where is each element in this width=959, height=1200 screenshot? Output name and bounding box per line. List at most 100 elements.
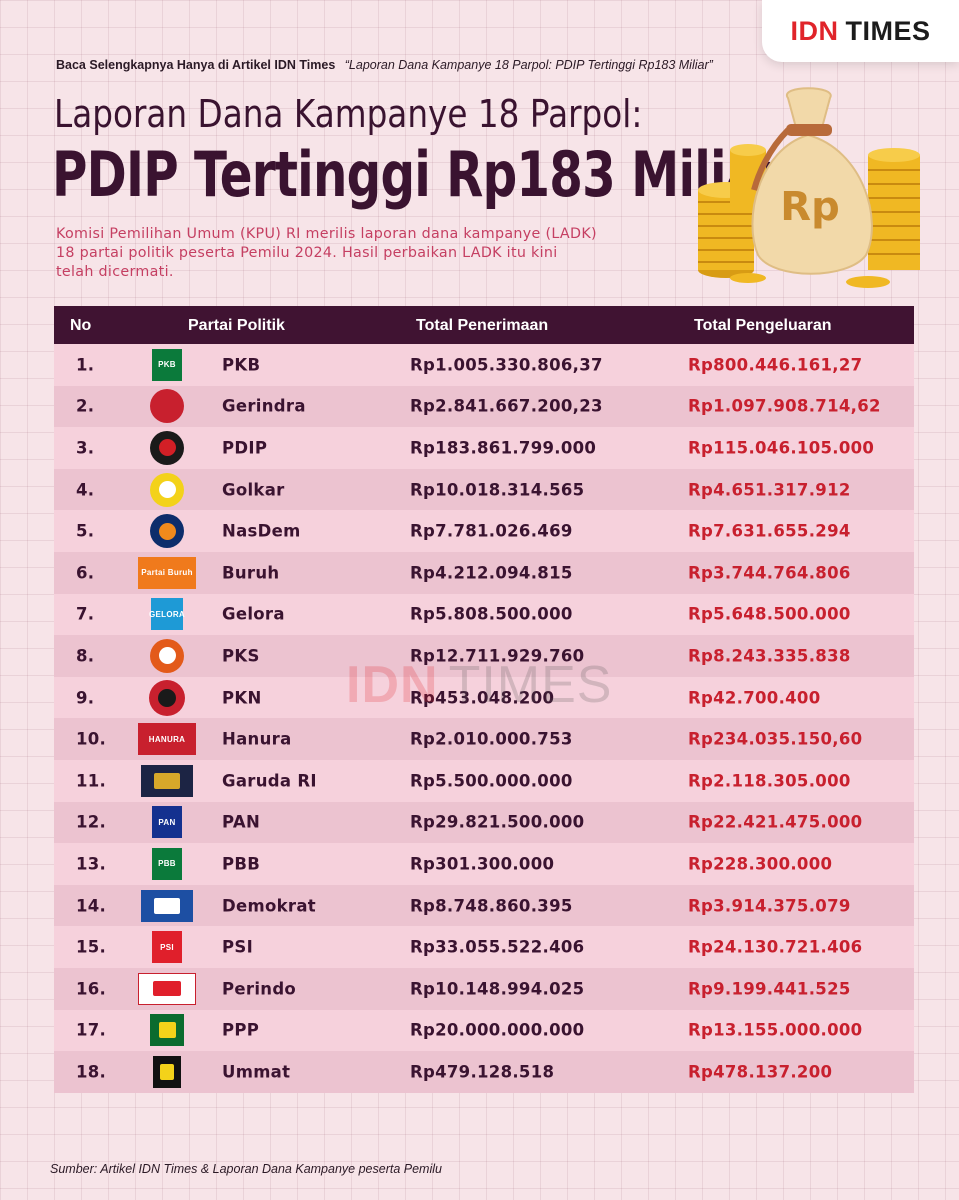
svg-text:Rp: Rp [780, 184, 839, 230]
golkar-logo-icon [138, 472, 196, 507]
total-expense: Rp5.648.500.000 [688, 604, 851, 624]
table-row: 3. PDIP Rp183.861.799.000 Rp115.046.105.000 [54, 427, 914, 469]
page-title-line-2: PDIP Tertinggi Rp183 Miliar [52, 138, 782, 211]
row-number: 10. [76, 729, 107, 749]
demokrat-logo-icon [138, 889, 196, 923]
logo-emblem [158, 688, 176, 707]
logo-text: PKB [158, 360, 176, 370]
read-more-label: Baca Selengkapnya Hanya di Artikel IDN T… [56, 58, 336, 72]
total-expense: Rp8.243.335.838 [688, 646, 851, 666]
row-number: 15. [76, 937, 107, 957]
buruh-logo-icon: Partai Buruh [138, 556, 196, 590]
total-expense: Rp9.199.441.525 [688, 979, 851, 999]
total-expense: Rp800.446.161,27 [688, 355, 863, 375]
row-number: 17. [76, 1020, 107, 1040]
logo-emblem [154, 897, 180, 914]
page-title-line-1: Laporan Dana Kampanye 18 Parpol: [54, 92, 643, 136]
total-income: Rp5.500.000.000 [410, 771, 573, 791]
intro-paragraph: Komisi Pemilihan Umum (KPU) RI merilis l… [56, 225, 656, 282]
watermark-times: TIMES [448, 656, 613, 714]
party-logo: PAN [152, 806, 182, 839]
pan-logo-icon: PAN [138, 805, 196, 839]
party-name: Gelora [222, 604, 285, 624]
campaign-fund-table: No Partai Politik Total Penerimaan Total… [54, 306, 914, 1093]
logo-emblem [158, 647, 176, 665]
party-name: PSI [222, 937, 254, 957]
party-logo [138, 972, 196, 1005]
logo-emblem [158, 522, 176, 540]
table-row: 15. PSI PSI Rp33.055.522.406 Rp24.130.721.40… [54, 926, 914, 968]
intro-line: 18 partai politik peserta Pemilu 2024. H… [56, 245, 558, 261]
source-footnote: Sumber: Artikel IDN Times & Laporan Dana… [50, 1162, 442, 1176]
total-income: Rp10.018.314.565 [410, 480, 585, 500]
psi-logo-icon: PSI [138, 930, 196, 964]
row-number: 4. [76, 480, 95, 500]
party-name: Ummat [222, 1062, 291, 1082]
total-income: Rp479.128.518 [410, 1062, 555, 1082]
read-more-line: Baca Selengkapnya Hanya di Artikel IDN T… [56, 58, 713, 72]
ummat-logo-icon [138, 1055, 196, 1089]
total-income: Rp1.005.330.806,37 [410, 355, 603, 375]
table-row: 8. PKS Rp12.711.929.760 Rp8.243.335.838 [54, 635, 914, 677]
table-row: 1. PKB PKB Rp1.005.330.806,37 Rp800.446.161,… [54, 344, 914, 386]
logo-text: PSI [160, 942, 174, 952]
total-income: Rp29.821.500.000 [410, 812, 585, 832]
table-row: 11. Garuda RI Rp5.500.000.000 Rp2.118.305.0… [54, 759, 914, 802]
logo-emblem [158, 439, 176, 457]
party-logo [150, 638, 184, 673]
logo-emblem [153, 981, 181, 997]
party-name: PAN [222, 812, 261, 832]
row-number: 3. [76, 438, 95, 458]
table-header: No Partai Politik Total Penerimaan Total… [54, 306, 914, 344]
row-number: 1. [76, 355, 95, 375]
row-number: 18. [76, 1062, 107, 1082]
table-row: 4. Golkar Rp10.018.314.565 Rp4.651.317.912 [54, 468, 914, 511]
row-number: 11. [76, 771, 107, 791]
total-expense: Rp478.137.200 [688, 1062, 833, 1082]
row-number: 14. [76, 896, 107, 916]
total-expense: Rp7.631.655.294 [688, 521, 851, 541]
table-row: 5. NasDem Rp7.781.026.469 Rp7.631.655.294 [54, 510, 914, 552]
pdip-logo-icon [138, 430, 196, 465]
brand-logo: IDN TIMES [762, 0, 959, 62]
total-income: Rp33.055.522.406 [410, 937, 585, 957]
gerindra-logo-icon [138, 389, 196, 424]
table-row: 6. Partai Buruh Buruh Rp4.212.094.815 Rp3.74… [54, 551, 914, 594]
party-name: PPP [222, 1020, 260, 1040]
logo-text: HANURA [148, 734, 186, 744]
total-expense: Rp42.700.400 [688, 688, 821, 708]
total-expense: Rp1.097.908.714,62 [688, 396, 881, 416]
header-expense: Total Pengeluaran [694, 317, 832, 334]
logo-text: Partai Buruh [141, 568, 193, 578]
header-income: Total Penerimaan [416, 317, 549, 334]
logo-text: PAN [158, 817, 176, 827]
party-logo [150, 514, 184, 549]
row-number: 7. [76, 604, 95, 624]
total-income: Rp7.781.026.469 [410, 521, 573, 541]
party-logo [149, 679, 185, 716]
party-name: PKB [222, 355, 261, 375]
table-row: 18. Ummat Rp479.128.518 Rp478.137.200 [54, 1051, 914, 1093]
row-number: 6. [76, 563, 95, 583]
row-number: 5. [76, 521, 95, 541]
total-income: Rp2.010.000.753 [410, 729, 573, 749]
row-number: 12. [76, 812, 107, 832]
table-row: 7. GELORA Gelora Rp5.808.500.000 Rp5.648.500… [54, 593, 914, 636]
header-no: No [70, 317, 92, 334]
watermark-idn: IDN [346, 656, 439, 714]
total-income: Rp12.711.929.760 [410, 646, 585, 666]
party-logo [150, 430, 184, 465]
intro-line: Komisi Pemilihan Umum (KPU) RI merilis l… [56, 226, 597, 242]
total-expense: Rp115.046.105.000 [688, 438, 875, 458]
total-income: Rp10.148.994.025 [410, 979, 585, 999]
party-name: Golkar [222, 480, 285, 500]
total-income: Rp2.841.667.200,23 [410, 396, 603, 416]
total-expense: Rp4.651.317.912 [688, 480, 851, 500]
money-bag-illustration: Rp [698, 87, 920, 288]
ppp-logo-icon [138, 1013, 196, 1047]
total-expense: Rp2.118.305.000 [688, 771, 851, 791]
total-expense: Rp3.744.764.806 [688, 563, 851, 583]
party-logo [153, 1055, 181, 1088]
party-name: PDIP [222, 438, 268, 458]
row-number: 2. [76, 396, 95, 416]
